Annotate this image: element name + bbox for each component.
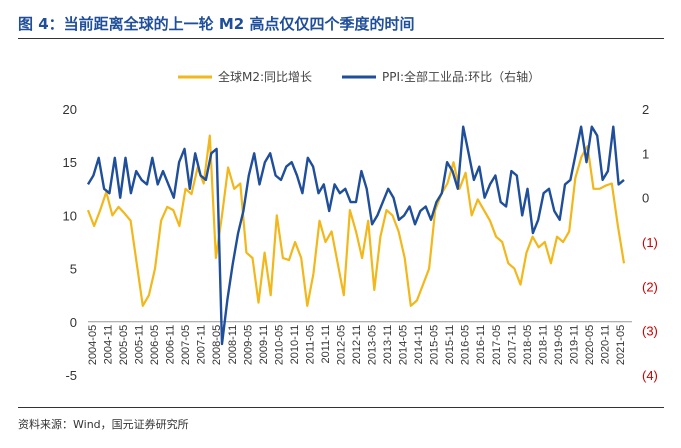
bottom-rule [18,407,664,408]
x-tick-label: 2013-11 [382,325,394,365]
y-left-tick-label: 5 [70,262,77,277]
x-tick-label: 2019-11 [568,325,580,365]
y-left-tick-label: 20 [63,102,77,117]
legend: 全球M2:同比增长 PPI:全部工业品:环比（右轴） [178,69,540,84]
x-tick-label: 2009-05 [242,325,254,365]
x-tick-label: 2006-11 [165,325,177,365]
y-left-tick-label: -5 [65,368,77,383]
y-right-tick-label: (4) [642,368,658,383]
source-note: 资料来源：Wind，国元证券研究所 [18,418,189,431]
x-tick-label: 2016-11 [475,325,487,365]
x-tick-label: 2021-05 [615,325,627,365]
y-axis-left-labels: -5 0 5 10 15 20 [63,102,77,383]
x-tick-label: 2011-11 [320,325,332,364]
series-line-ppi [86,125,625,346]
x-tick-label: 2019-05 [553,325,565,365]
x-tick-label: 2007-11 [196,325,208,365]
series-lines [86,125,626,346]
x-tick-label: 2018-05 [522,325,534,365]
y-right-tick-label: 2 [642,102,649,117]
x-tick-label: 2012-05 [335,325,347,365]
x-tick-label: 2020-05 [584,325,596,365]
x-tick-label: 2020-11 [599,325,611,365]
y-right-tick-label: 1 [642,146,649,161]
chart-title: 图 4：当前距离全球的上一轮 M2 高点仅仅四个季度的时间 [18,15,415,33]
y-right-tick-label: (3) [642,324,658,339]
x-tick-label: 2017-11 [506,325,518,365]
x-tick-label: 2010-05 [273,325,285,365]
x-tick-label: 2004-05 [87,325,99,365]
y-left-tick-label: 10 [63,208,77,223]
x-tick-label: 2007-05 [180,325,192,365]
x-tick-label: 2017-05 [491,325,503,365]
x-tick-label: 2016-05 [460,325,472,365]
x-tick-label: 2015-05 [429,325,441,365]
x-tick-label: 2014-05 [398,325,410,365]
x-tick-label: 2012-11 [351,325,363,365]
x-tick-label: 2008-05 [211,325,223,365]
y-axis-right-labels: (4) (3) (2) (1) 0 1 2 [642,102,658,383]
x-tick-label: 2015-11 [444,325,456,365]
legend-label: 全球M2:同比增长 [218,69,312,84]
x-tick-label: 2013-05 [367,325,379,365]
x-axis-labels: 2004-05 2004-11 2005-05 2005-11 2006-05 2006-… [87,325,627,365]
y-right-tick-label: (1) [642,235,658,250]
x-tick-label: 2010-11 [289,325,301,365]
x-tick-label: 2006-05 [149,325,161,365]
series-line-m2 [86,134,626,307]
x-tick-label: 2008-11 [227,325,239,365]
y-right-tick-label: 0 [642,191,649,206]
y-left-tick-label: 15 [63,155,77,170]
y-left-tick-label: 0 [70,315,77,330]
x-tick-label: 2004-11 [103,325,115,365]
x-tick-label: 2009-11 [258,325,270,365]
y-right-tick-label: (2) [642,279,658,294]
legend-label: PPI:全部工业品:环比（右轴） [382,69,540,84]
x-tick-label: 2014-11 [413,325,425,365]
x-tick-label: 2005-05 [118,325,130,365]
x-tick-label: 2011-05 [304,325,316,365]
top-rule [18,38,664,39]
x-tick-label: 2005-11 [134,325,146,365]
x-tick-label: 2018-11 [537,325,549,365]
